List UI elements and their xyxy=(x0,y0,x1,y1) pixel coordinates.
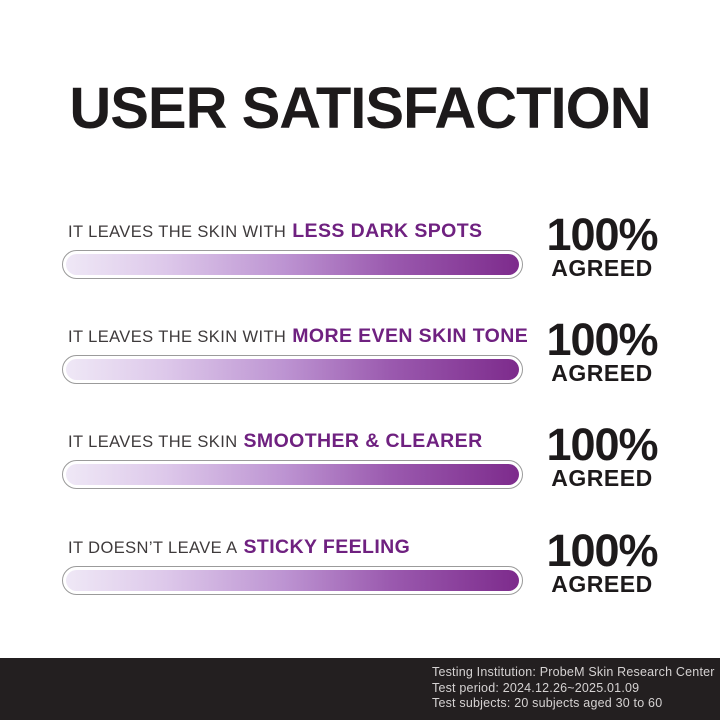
percentage-value: 100% xyxy=(546,209,658,260)
progress-bar-track xyxy=(62,460,523,489)
row-label: IT DOESN’T LEAVE A STICKY FEELING xyxy=(62,536,523,559)
row-label-prefix: IT LEAVES THE SKIN xyxy=(68,433,238,451)
row-label-prefix: IT LEAVES THE SKIN WITH xyxy=(68,328,287,346)
row-label-prefix: IT LEAVES THE SKIN WITH xyxy=(68,223,287,241)
row-label: IT LEAVES THE SKIN WITH MORE EVEN SKIN T… xyxy=(62,325,528,348)
progress-bar-fill xyxy=(66,464,519,485)
satisfaction-row: IT LEAVES THE SKIN SMOOTHER & CLEARER xyxy=(62,430,523,489)
row-label-highlight: STICKY FEELING xyxy=(243,536,411,558)
percentage-value: 100% xyxy=(546,525,658,576)
progress-bar-fill xyxy=(66,359,519,380)
score-block: 100% AGREED xyxy=(540,525,664,597)
agreed-label: AGREED xyxy=(551,255,653,281)
progress-bar-fill xyxy=(66,570,519,591)
agreed-label: AGREED xyxy=(551,360,653,386)
percentage-value: 100% xyxy=(546,419,658,470)
row-label: IT LEAVES THE SKIN WITH LESS DARK SPOTS xyxy=(62,220,523,243)
row-label-highlight: LESS DARK SPOTS xyxy=(292,220,483,242)
footnote-line-subjects: Test subjects: 20 subjects aged 30 to 60 xyxy=(432,696,663,710)
agreed-label: AGREED xyxy=(551,571,653,597)
score-block: 100% AGREED xyxy=(540,314,664,386)
row-label-prefix: IT DOESN’T LEAVE A xyxy=(68,539,238,557)
percentage-value: 100% xyxy=(546,314,658,365)
footnote-line-period: Test period: 2024.12.26~2025.01.09 xyxy=(432,680,640,695)
footnote-text: Testing Institution: ProbeM Skin Researc… xyxy=(432,665,715,712)
row-label: IT LEAVES THE SKIN SMOOTHER & CLEARER xyxy=(62,430,523,453)
progress-bar-track xyxy=(62,355,523,384)
progress-bar-track xyxy=(62,566,523,595)
satisfaction-row: IT LEAVES THE SKIN WITH MORE EVEN SKIN T… xyxy=(62,325,528,384)
footnote-line-institution: Testing Institution: ProbeM Skin Researc… xyxy=(432,665,715,679)
satisfaction-row: IT DOESN’T LEAVE A STICKY FEELING xyxy=(62,536,523,595)
score-block: 100% AGREED xyxy=(540,209,664,281)
footnote-bar: Testing Institution: ProbeM Skin Researc… xyxy=(0,658,720,720)
row-label-highlight: SMOOTHER & CLEARER xyxy=(243,430,483,452)
agreed-label: AGREED xyxy=(551,465,653,491)
page-title: USER SATISFACTION xyxy=(69,76,651,141)
score-block: 100% AGREED xyxy=(540,419,664,491)
progress-bar-fill xyxy=(66,254,519,275)
progress-bar-track xyxy=(62,250,523,279)
row-label-highlight: MORE EVEN SKIN TONE xyxy=(292,325,529,347)
satisfaction-row: IT LEAVES THE SKIN WITH LESS DARK SPOTS xyxy=(62,220,523,279)
